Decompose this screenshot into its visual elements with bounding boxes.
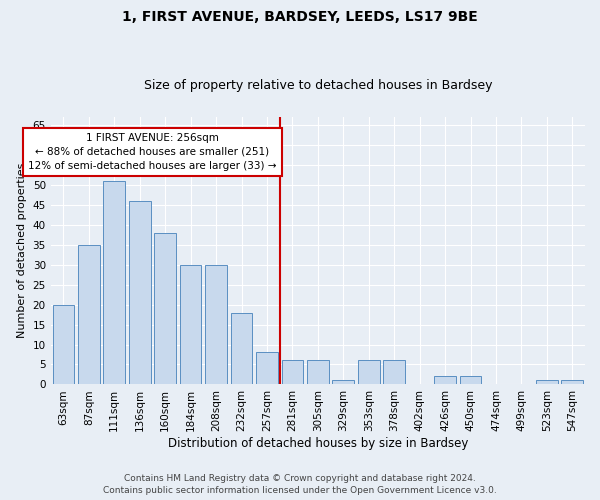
Text: 1, FIRST AVENUE, BARDSEY, LEEDS, LS17 9BE: 1, FIRST AVENUE, BARDSEY, LEEDS, LS17 9B…	[122, 10, 478, 24]
Bar	[78, 244, 100, 384]
Title: Size of property relative to detached houses in Bardsey: Size of property relative to detached ho…	[143, 79, 492, 92]
Bar	[103, 180, 125, 384]
Bar	[180, 264, 202, 384]
Bar	[332, 380, 354, 384]
Bar	[383, 360, 405, 384]
Bar	[460, 376, 481, 384]
Text: Contains HM Land Registry data © Crown copyright and database right 2024.
Contai: Contains HM Land Registry data © Crown c…	[103, 474, 497, 495]
Bar	[129, 200, 151, 384]
Bar	[307, 360, 329, 384]
Bar	[53, 304, 74, 384]
Bar	[536, 380, 557, 384]
Bar	[154, 232, 176, 384]
X-axis label: Distribution of detached houses by size in Bardsey: Distribution of detached houses by size …	[167, 437, 468, 450]
Bar	[256, 352, 278, 384]
Bar	[562, 380, 583, 384]
Bar	[230, 312, 253, 384]
Y-axis label: Number of detached properties: Number of detached properties	[17, 163, 27, 338]
Text: 1 FIRST AVENUE: 256sqm
← 88% of detached houses are smaller (251)
12% of semi-de: 1 FIRST AVENUE: 256sqm ← 88% of detached…	[28, 133, 277, 171]
Bar	[281, 360, 303, 384]
Bar	[434, 376, 456, 384]
Bar	[358, 360, 380, 384]
Bar	[205, 264, 227, 384]
